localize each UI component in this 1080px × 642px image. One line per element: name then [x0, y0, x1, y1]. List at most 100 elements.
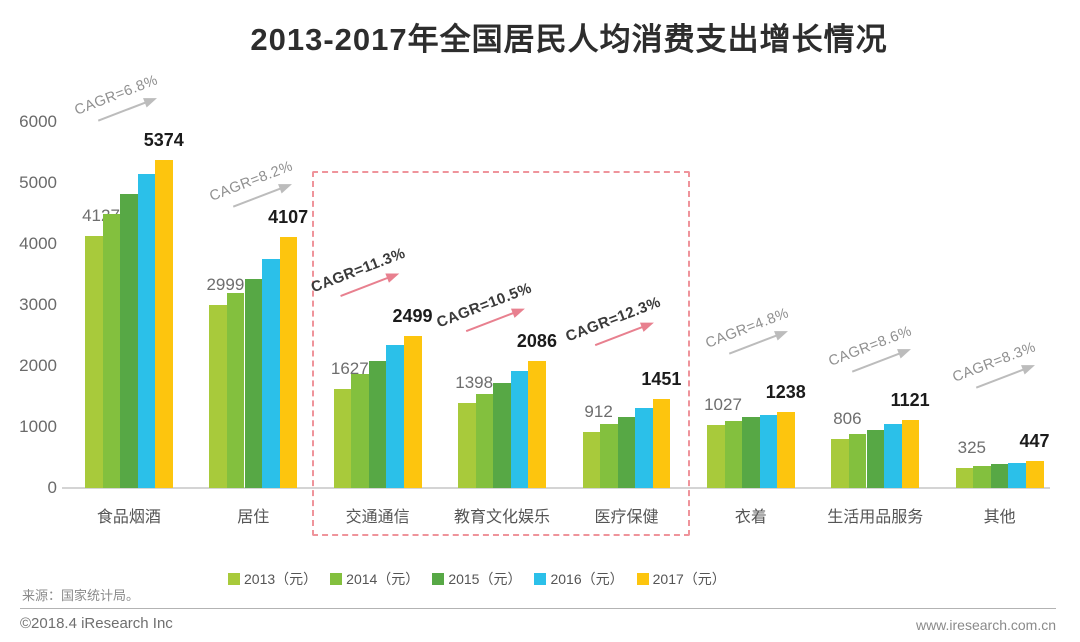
legend-swatch-icon: [330, 573, 343, 585]
cagr-annotation: CAGR=10.5%: [434, 280, 539, 346]
bar-2015-居住: [244, 279, 263, 488]
cagr-annotation: CAGR=8.3%: [950, 339, 1043, 399]
category-label: 居住: [237, 509, 270, 526]
bar-2016-居住: [262, 259, 280, 488]
bar-2015-交通通信: [368, 360, 387, 488]
legend-swatch-icon: [534, 573, 547, 585]
bar-2014-教育文化娱乐: [475, 394, 494, 488]
legend-swatch-icon: [636, 573, 649, 585]
cagr-annotation: CAGR=6.8%: [72, 72, 165, 132]
cagr-annotation: CAGR=8.6%: [826, 323, 919, 383]
category-label: 生活用品服务: [827, 509, 924, 526]
first-year-value-label: 2999: [206, 275, 245, 295]
copyright-text: ©2018.4 iResearch Inc: [20, 615, 173, 632]
category-label: 交通通信: [345, 509, 410, 526]
bar-2015-食品烟酒: [120, 194, 138, 488]
y-axis-tick-label: 4000: [19, 234, 57, 253]
first-year-value-label: 1627: [330, 358, 369, 378]
x-axis-line: [62, 487, 1050, 489]
bar-2017-食品烟酒: [155, 160, 173, 488]
cagr-arrow-icon: [339, 273, 400, 298]
bar-2017-教育文化娱乐: [528, 360, 546, 488]
bar-2013-居住: [209, 305, 227, 488]
bar-2014-医疗保健: [600, 424, 618, 488]
bar-2013-交通通信: [333, 388, 352, 488]
legend-item: 2017（元）: [636, 569, 726, 589]
cagr-annotation: CAGR=4.8%: [703, 305, 796, 365]
last-year-value-label: 5374: [143, 130, 184, 151]
bar-2014-居住: [226, 292, 245, 488]
category-label: 其他: [983, 509, 1016, 526]
last-year-value-label: 1451: [641, 369, 682, 390]
first-year-value-label: 806: [833, 408, 862, 428]
footer-divider: [20, 608, 1056, 609]
cagr-arrow-icon: [232, 184, 292, 208]
cagr-arrow-icon: [97, 98, 157, 122]
legend-swatch-icon: [432, 573, 445, 585]
bar-2016-生活用品服务: [884, 424, 902, 488]
website-link: www.iresearch.com.cn: [915, 617, 1056, 633]
legend-label: 2016（元）: [550, 571, 624, 587]
legend-swatch-icon: [228, 573, 240, 585]
bar-2013-医疗保健: [582, 432, 601, 488]
y-axis-tick-label: 0: [47, 478, 57, 497]
bar-2015-医疗保健: [617, 416, 636, 488]
legend-item: 2014（元）: [330, 569, 419, 589]
first-year-value-label: 912: [584, 402, 613, 422]
legend-item: 2015（元）: [432, 569, 521, 589]
bar-2014-其他: [973, 466, 991, 488]
bar-2015-衣着: [742, 416, 760, 488]
y-axis-tick-label: 6000: [19, 112, 57, 131]
bar-2016-衣着: [759, 414, 778, 488]
first-year-value-label: 1398: [455, 372, 494, 392]
y-axis-tick-label: 1000: [19, 417, 57, 436]
first-year-value-label: 1027: [704, 395, 742, 415]
bar-2016-交通通信: [386, 345, 404, 488]
cagr-annotation: CAGR=8.2%: [207, 158, 300, 218]
cagr-arrow-icon: [728, 331, 788, 355]
first-year-value-label: 325: [957, 438, 986, 458]
cagr-annotation: CAGR=11.3%: [309, 245, 413, 311]
bar-2014-生活用品服务: [848, 433, 867, 488]
bar-2016-教育文化娱乐: [510, 371, 529, 488]
last-year-value-label: 2499: [392, 305, 433, 326]
source-note: 来源：国家统计局。: [22, 588, 140, 603]
bar-2016-医疗保健: [635, 408, 653, 488]
cagr-arrow-icon: [975, 365, 1035, 389]
bar-2013-衣着: [707, 425, 725, 488]
last-year-value-label: 447: [1019, 430, 1050, 451]
cagr-arrow-icon: [465, 308, 526, 333]
bar-2017-生活用品服务: [901, 419, 920, 488]
bar-2013-教育文化娱乐: [458, 402, 476, 488]
y-axis-tick-label: 3000: [19, 295, 57, 314]
legend-label: 2017（元）: [652, 571, 726, 587]
category-label: 医疗保健: [594, 509, 659, 526]
bar-2014-衣着: [724, 420, 743, 488]
cagr-annotation: CAGR=12.3%: [563, 294, 668, 360]
legend: 2013（元） 2014（元） 2015（元） 2016（元） 2017（元）: [228, 569, 726, 589]
bar-2014-食品烟酒: [102, 213, 121, 488]
legend-label: 2015（元）: [448, 571, 522, 587]
bar-2015-生活用品服务: [866, 429, 885, 488]
bar-2017-衣着: [777, 412, 795, 488]
bar-2013-食品烟酒: [85, 236, 103, 488]
legend-item: 2016（元）: [534, 569, 624, 589]
legend-label: 2014（元）: [346, 571, 420, 587]
bar-2016-其他: [1008, 463, 1026, 488]
legend-item: 2013（元）: [228, 569, 317, 589]
y-axis-tick-label: 5000: [19, 173, 57, 192]
last-year-value-label: 1121: [890, 389, 930, 410]
bar-2017-交通通信: [404, 335, 422, 488]
chart-title: 2013-2017年全国居民人均消费支出增长情况: [250, 22, 888, 57]
bar-2015-其他: [990, 464, 1009, 488]
last-year-value-label: 2086: [516, 330, 557, 351]
bar-2017-居住: [279, 237, 298, 488]
cagr-arrow-icon: [851, 349, 911, 373]
bar-2015-教育文化娱乐: [493, 382, 511, 488]
legend-label: 2013（元）: [244, 571, 318, 587]
bar-2017-医疗保健: [652, 399, 671, 488]
last-year-value-label: 1238: [765, 382, 806, 403]
bar-2013-生活用品服务: [831, 438, 849, 488]
y-axis-tick-label: 2000: [19, 356, 57, 375]
